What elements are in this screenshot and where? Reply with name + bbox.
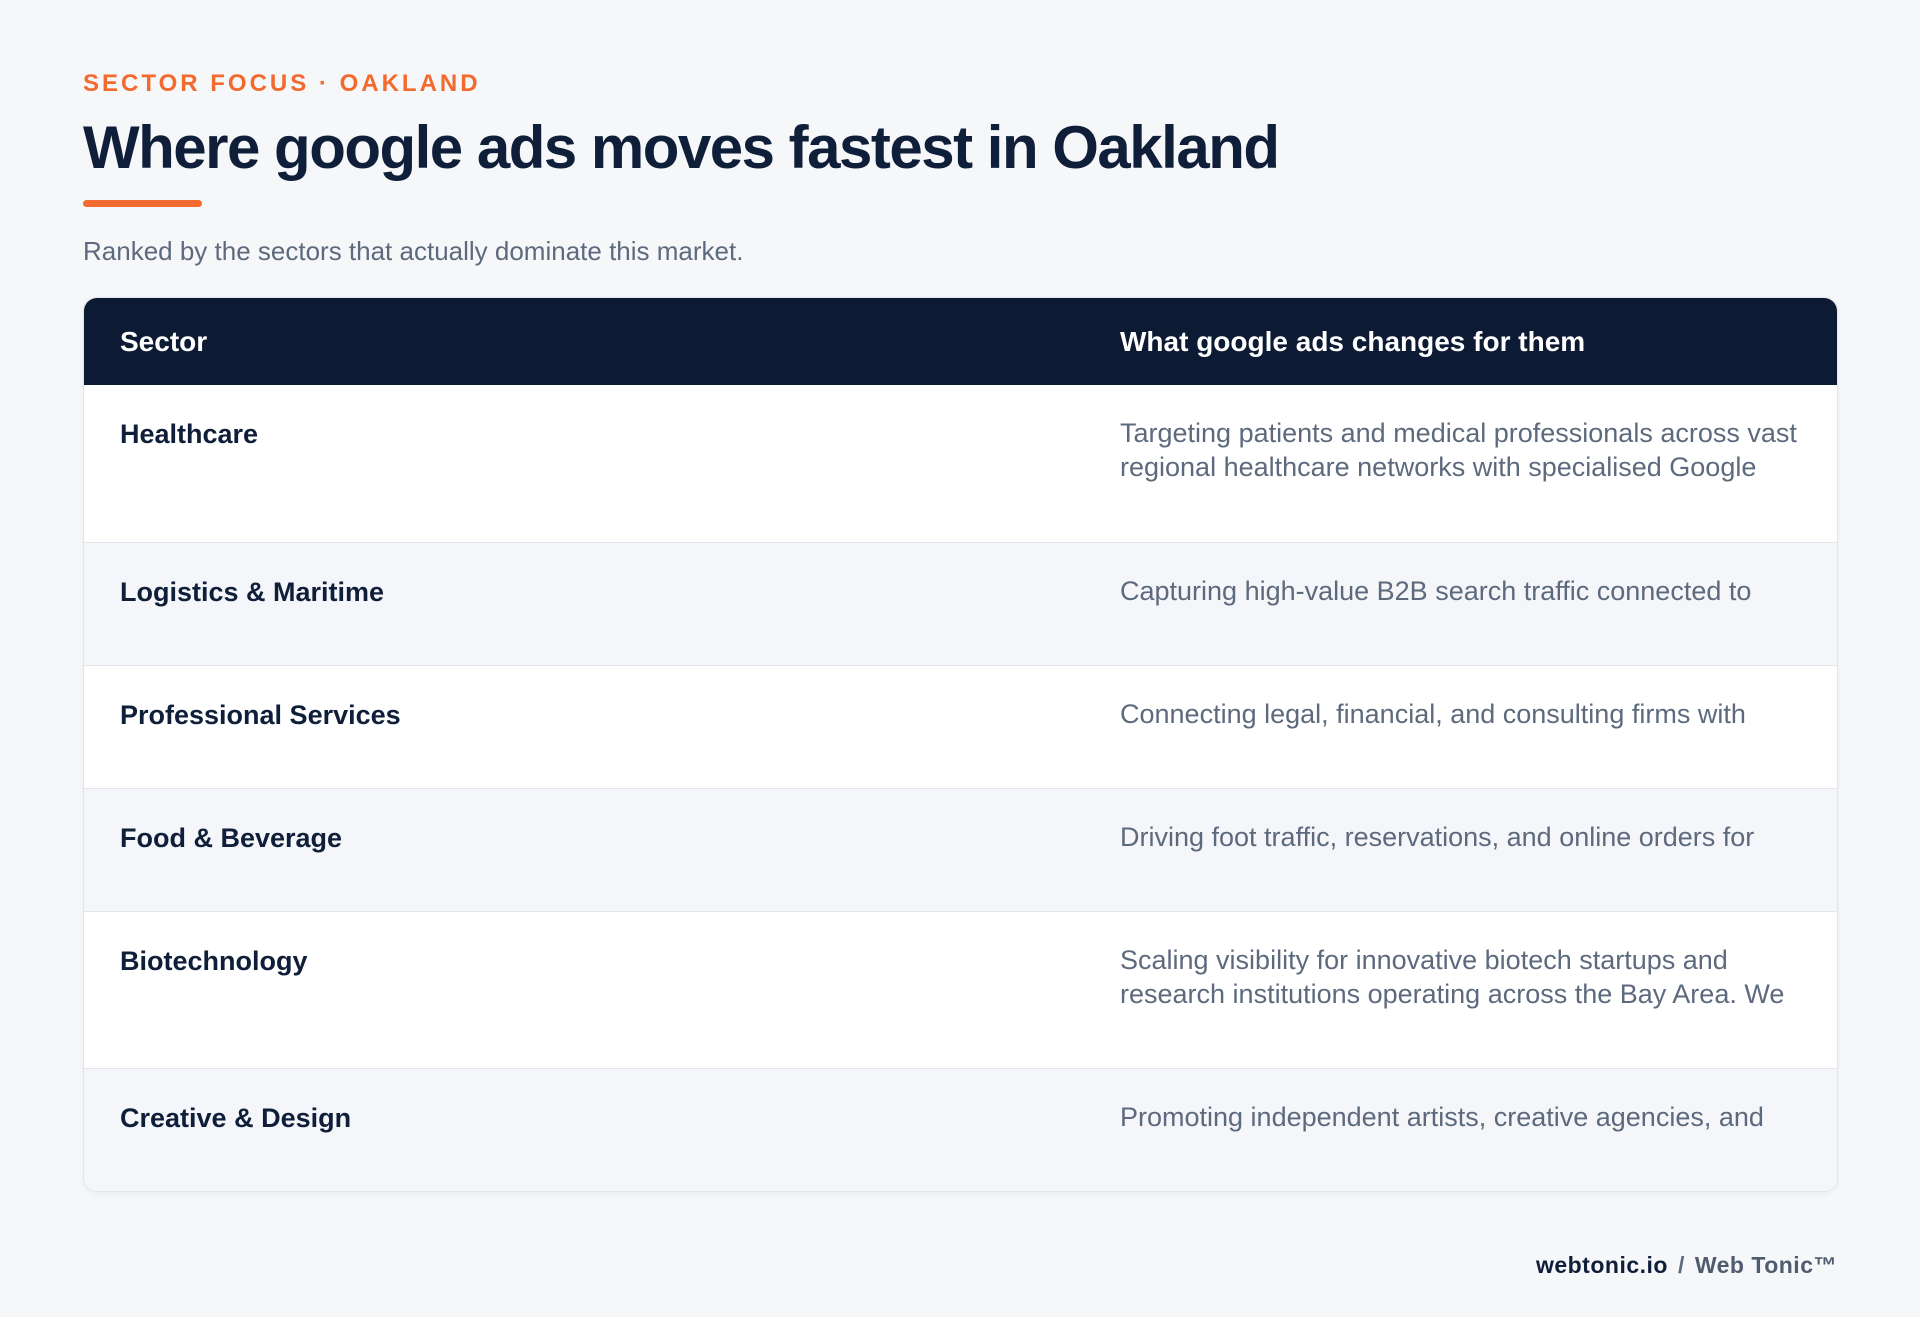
table-row: Professional Services Connecting legal, … bbox=[84, 665, 1837, 788]
page-subtitle: Ranked by the sectors that actually domi… bbox=[83, 236, 744, 266]
sector-change: Capturing high-value B2B search traffic … bbox=[1120, 576, 1771, 611]
sector-change: Driving foot traffic, reservations, and … bbox=[1120, 822, 1755, 857]
column-header-change: What google ads changes for them bbox=[1120, 325, 1586, 357]
table-row: Logistics & Maritime Capturing high-valu… bbox=[84, 542, 1837, 665]
sector-table: Sector What google ads changes for them … bbox=[83, 297, 1838, 1192]
sector-change: Connecting legal, financial, and consult… bbox=[1120, 699, 1768, 734]
sector-change: Scaling visibility for innovative biotec… bbox=[1120, 945, 1785, 1009]
footer-brand: webtonic.io / Web Tonic™ bbox=[1536, 1252, 1837, 1279]
table-row: Biotechnology Scaling visibility for inn… bbox=[84, 911, 1837, 1068]
table-row: Food & Beverage Driving foot traffic, re… bbox=[84, 788, 1837, 911]
footer-brand-name: Web Tonic™ bbox=[1694, 1252, 1837, 1278]
page-title: Where google ads moves fastest in Oaklan… bbox=[83, 114, 1280, 181]
sector-name: Biotechnology bbox=[120, 946, 308, 976]
sector-name: Creative & Design bbox=[120, 1103, 352, 1133]
sector-name: Healthcare bbox=[120, 419, 259, 449]
sector-name: Professional Services bbox=[120, 700, 401, 730]
sector-name: Food & Beverage bbox=[120, 823, 343, 853]
footer-domain-link[interactable]: webtonic.io bbox=[1535, 1252, 1668, 1278]
title-accent-bar bbox=[83, 200, 202, 207]
column-header-sector: Sector bbox=[120, 325, 208, 357]
footer-separator: / bbox=[1677, 1252, 1685, 1278]
table-row: Creative & Design Promoting independent … bbox=[84, 1068, 1837, 1191]
sector-change: Targeting patients and medical professio… bbox=[1120, 418, 1797, 482]
table-row: Healthcare Targeting patients and medica… bbox=[84, 385, 1837, 542]
eyebrow-label: SECTOR FOCUS · OAKLAND bbox=[83, 70, 481, 97]
sector-change: Promoting independent artists, creative … bbox=[1120, 1102, 1764, 1137]
table-header: Sector What google ads changes for them bbox=[84, 298, 1837, 385]
table-body: Healthcare Targeting patients and medica… bbox=[84, 385, 1837, 1191]
sector-name: Logistics & Maritime bbox=[120, 577, 385, 607]
